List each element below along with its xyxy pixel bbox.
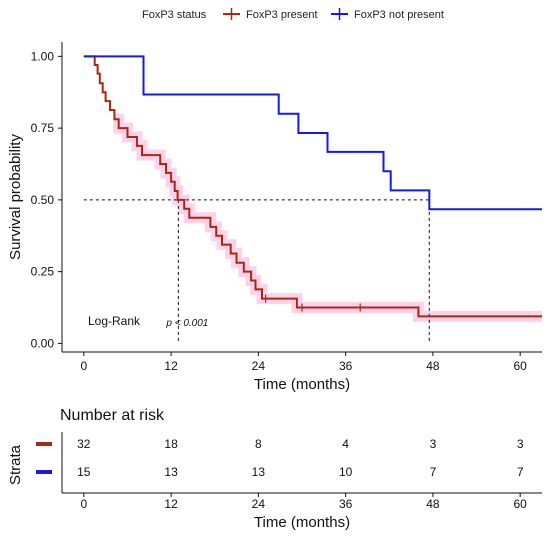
survival-curve-1	[83, 55, 542, 211]
risk-cell-1-1: 13	[164, 465, 178, 479]
legend-title: FoxP3 status	[142, 9, 207, 21]
x-tick-label-4: 48	[426, 359, 440, 373]
risk-cell-1-0: 15	[77, 465, 91, 479]
censor-marks	[265, 294, 361, 312]
x-axis-label: Time (months)	[254, 376, 350, 393]
y-tick-label-2: 0.50	[31, 193, 55, 207]
y-tick-label-4: 1.00	[31, 49, 55, 63]
risk-cell-0-1: 18	[164, 437, 178, 451]
x-tick-label-3: 36	[339, 359, 353, 373]
y-tick-label-1: 0.25	[31, 265, 55, 279]
risk-cell-0-4: 3	[430, 437, 437, 451]
risk-x-tick-label-0: 0	[80, 497, 87, 511]
risk-cell-1-2: 13	[252, 465, 266, 479]
survival-curves	[83, 55, 542, 318]
km-plot: 0.00 0.25 0.50 0.75 1.00 0 12 24 36 48 60 Surviva…	[7, 42, 542, 393]
legend: FoxP3 status FoxP3 present FoxP3 not pre…	[142, 8, 444, 21]
risk-row-keys	[36, 442, 52, 474]
risk-cell-0-0: 32	[77, 437, 91, 451]
risk-table-title: Number at risk	[60, 407, 165, 424]
risk-x-ticks: 0 12 24 36 48 60	[80, 493, 527, 511]
x-ticks: 0 12 24 36 48 60	[80, 352, 527, 373]
risk-cell-1-5: 7	[517, 465, 524, 479]
risk-cell-1-4: 7	[430, 465, 437, 479]
y-tick-label-0: 0.00	[31, 336, 55, 350]
risk-cell-0-3: 4	[342, 437, 349, 451]
risk-table: Number at risk Strata 32 18 8 4 3 3 15 13 13 10 7 7…	[7, 407, 542, 531]
risk-x-axis-label: Time (months)	[254, 514, 350, 531]
risk-cell-0-2: 8	[255, 437, 262, 451]
x-tick-label-2: 24	[252, 359, 266, 373]
risk-cell-0-5: 3	[517, 437, 524, 451]
survival-curve-0	[83, 55, 542, 318]
risk-x-tick-label-4: 48	[426, 497, 440, 511]
legend-entry-not-present: FoxP3 not present	[331, 8, 444, 21]
risk-x-tick-label-5: 60	[514, 497, 528, 511]
legend-label-present: FoxP3 present	[246, 9, 318, 21]
risk-cells: 32 18 8 4 3 3 15 13 13 10 7 7	[77, 437, 524, 479]
risk-x-tick-label-2: 24	[252, 497, 266, 511]
p-value-label: p < 0.001	[165, 318, 208, 329]
x-tick-label-1: 12	[164, 359, 178, 373]
y-axis-label: Survival probability	[7, 134, 24, 260]
y-tick-label-3: 0.75	[31, 121, 55, 135]
risk-cell-1-3: 10	[339, 465, 353, 479]
x-tick-label-0: 0	[80, 359, 87, 373]
risk-x-tick-label-1: 12	[164, 497, 178, 511]
log-rank-label: Log-Rank	[88, 314, 141, 328]
risk-x-tick-label-3: 36	[339, 497, 353, 511]
x-tick-label-5: 60	[514, 359, 528, 373]
y-ticks: 0.00 0.25 0.50 0.75 1.00	[31, 49, 62, 350]
legend-entry-present: FoxP3 present	[223, 8, 318, 21]
risk-table-strata-label: Strata	[7, 444, 24, 485]
legend-label-not-present: FoxP3 not present	[354, 9, 444, 21]
